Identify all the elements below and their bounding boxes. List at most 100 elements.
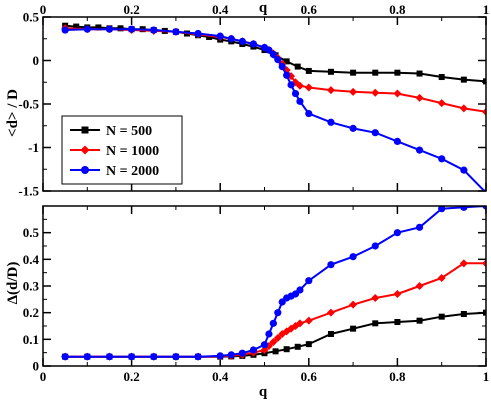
data-point	[394, 319, 401, 325]
svg-text:N = 2000: N = 2000	[106, 164, 159, 179]
legend-entry-n500: N = 500	[70, 124, 152, 139]
data-point	[305, 341, 312, 348]
bottom-x-tick-label: 0	[40, 369, 47, 384]
data-point	[272, 348, 279, 355]
data-point	[327, 118, 335, 126]
data-point	[295, 81, 304, 90]
top-panel: 0 0.2 0.4 0.6 0.8 1-1.5-1-0.500.5	[18, 2, 489, 199]
data-point	[61, 26, 69, 34]
bottom-y-tick-label: 0.2	[23, 305, 39, 320]
bottom-series-n-2000	[61, 206, 486, 361]
data-point	[260, 341, 269, 349]
data-point	[415, 93, 424, 102]
data-point	[273, 334, 282, 342]
data-point	[227, 351, 235, 359]
data-point	[460, 76, 467, 83]
data-point	[327, 261, 335, 269]
data-point	[238, 349, 246, 357]
data-point	[459, 259, 468, 268]
data-point	[416, 70, 423, 77]
top-plot-frame	[42, 16, 487, 192]
data-point	[216, 352, 224, 360]
data-point	[459, 104, 468, 113]
data-point	[349, 300, 358, 309]
data-point	[269, 50, 277, 59]
data-point	[294, 343, 301, 350]
data-point	[460, 166, 468, 174]
data-point	[283, 346, 290, 353]
data-point	[150, 26, 158, 34]
bottom-y-tick-label: 0.5	[23, 225, 40, 240]
legend-marker-square	[81, 126, 89, 134]
data-point	[415, 282, 424, 290]
data-point	[371, 88, 380, 97]
bottom-x-axis-label: q	[259, 384, 268, 400]
data-point	[278, 62, 286, 71]
data-point	[437, 99, 446, 108]
top-ticks: 0 0.2 0.4 0.6 0.8 1-1.5-1-0.500.5	[18, 2, 489, 199]
data-point	[305, 67, 312, 74]
data-point	[128, 25, 136, 33]
data-point	[482, 107, 486, 116]
top-line-n-1000	[65, 27, 486, 113]
data-point	[372, 320, 379, 327]
data-point	[206, 34, 213, 41]
data-point	[415, 146, 424, 154]
data-point	[437, 274, 446, 282]
data-point	[172, 353, 180, 361]
bottom-y-axis-label: Δ(d/D)	[5, 262, 21, 305]
bottom-y-tick-label: 0.3	[23, 279, 40, 294]
data-point	[83, 353, 91, 361]
svg-text:N = 1000: N = 1000	[106, 144, 159, 159]
data-point	[482, 206, 486, 210]
data-point	[349, 124, 357, 132]
data-point	[393, 89, 402, 98]
top-x-tick-label: 0.4	[212, 2, 229, 17]
data-point	[371, 129, 379, 137]
data-point	[238, 37, 246, 45]
svg-text:N = 500: N = 500	[106, 124, 152, 139]
data-point	[61, 353, 69, 361]
data-point	[482, 259, 486, 268]
bottom-y-tick-label: 0.4	[23, 252, 40, 267]
top-x-tick-label: 0.2	[123, 2, 139, 17]
top-y-tick-label: 0.5	[23, 10, 40, 25]
data-point	[283, 71, 291, 79]
data-point	[296, 97, 304, 105]
data-point	[294, 63, 301, 70]
data-point	[274, 56, 282, 64]
data-point	[269, 338, 278, 346]
data-point	[265, 46, 273, 54]
data-point	[265, 330, 273, 338]
data-point	[73, 23, 80, 30]
bottom-x-tick-label: 0.6	[301, 369, 318, 384]
legend-marker-circle	[81, 166, 89, 174]
data-point	[460, 311, 467, 317]
data-point	[483, 78, 486, 85]
legend: N = 500 N = 1000 N = 2000	[61, 115, 183, 185]
data-point	[296, 286, 304, 294]
top-series-n-1000	[61, 24, 486, 116]
bottom-y-tick-label: 0.1	[23, 332, 39, 347]
data-point	[350, 325, 357, 332]
data-point	[194, 353, 202, 361]
data-point	[128, 353, 136, 361]
data-point	[227, 35, 235, 43]
data-point	[283, 58, 290, 65]
data-point	[326, 86, 335, 95]
data-point	[305, 109, 313, 118]
data-point	[438, 155, 446, 163]
data-point	[349, 87, 358, 96]
data-point	[172, 28, 180, 36]
data-point	[269, 319, 277, 327]
data-point	[304, 83, 313, 92]
top-x-tick-label: 0	[40, 2, 47, 17]
top-y-tick-label: -0.5	[18, 97, 39, 112]
data-point	[350, 69, 357, 76]
top-series-n-2000	[61, 25, 486, 191]
data-point	[305, 277, 313, 285]
legend-entry-n2000: N = 2000	[70, 164, 159, 179]
data-point	[326, 308, 335, 317]
bottom-ticks: 0 0.2 0.4 0.6 0.8 1 0 0.1 0.2 0.3 0.4 0.5	[23, 206, 489, 384]
data-point	[416, 317, 423, 324]
